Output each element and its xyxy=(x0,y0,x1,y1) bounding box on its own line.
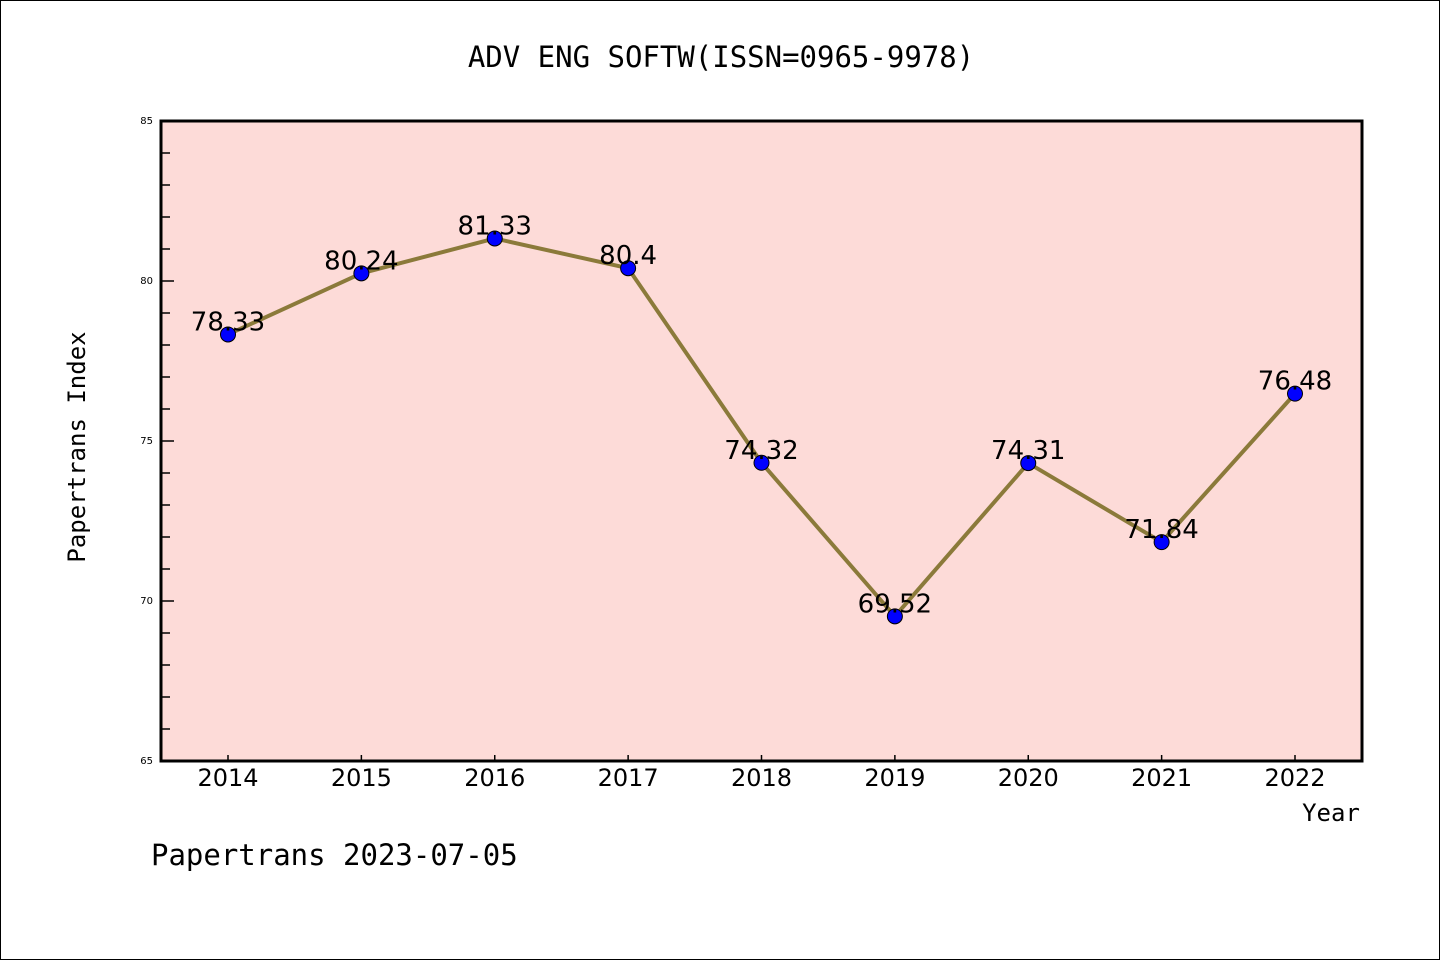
y-tick-label: 70 xyxy=(140,596,153,607)
x-tick-label: 2015 xyxy=(331,764,392,792)
x-tick-label: 2017 xyxy=(598,764,659,792)
data-point xyxy=(1287,385,1303,402)
data-label: 74.31 xyxy=(991,436,1065,466)
x-tick-label: 2020 xyxy=(998,764,1059,792)
chart-title: ADV ENG SOFTW(ISSN=0965-9978) xyxy=(468,40,974,74)
x-axis-label: Year xyxy=(1302,799,1360,827)
x-tick-label: 2019 xyxy=(864,764,925,792)
x-tick-label: 2014 xyxy=(197,764,258,792)
y-axis-label: Papertrans Index xyxy=(63,331,91,562)
data-label: 78.33 xyxy=(191,307,265,337)
footer-text: Papertrans 2023-07-05 xyxy=(151,838,518,872)
data-point xyxy=(753,454,770,471)
x-tick-label: 2018 xyxy=(731,764,792,792)
data-label: 80.24 xyxy=(324,246,398,276)
data-label: 69.52 xyxy=(858,589,932,619)
data-label: 71.84 xyxy=(1124,515,1198,545)
data-point xyxy=(620,260,637,277)
data-point xyxy=(486,230,503,247)
data-label: 74.32 xyxy=(724,436,798,466)
x-tick-label: 2016 xyxy=(464,764,525,792)
x-tick-label: 2022 xyxy=(1264,764,1325,792)
data-point xyxy=(353,265,370,282)
y-tick-label: 75 xyxy=(140,436,153,447)
data-point xyxy=(886,608,903,625)
data-point xyxy=(1153,534,1170,551)
data-point xyxy=(1020,455,1037,472)
data-label: 76.48 xyxy=(1258,367,1332,397)
data-label: 81.33 xyxy=(458,211,532,241)
y-tick-label: 80 xyxy=(140,276,153,287)
plot-area xyxy=(161,121,1362,761)
data-point xyxy=(220,326,236,343)
y-tick-label: 85 xyxy=(140,116,153,127)
x-tick-label: 2021 xyxy=(1131,764,1192,792)
data-label: 80.4 xyxy=(599,241,657,271)
plot-frame xyxy=(159,119,1364,763)
y-tick-label: 65 xyxy=(140,756,153,767)
